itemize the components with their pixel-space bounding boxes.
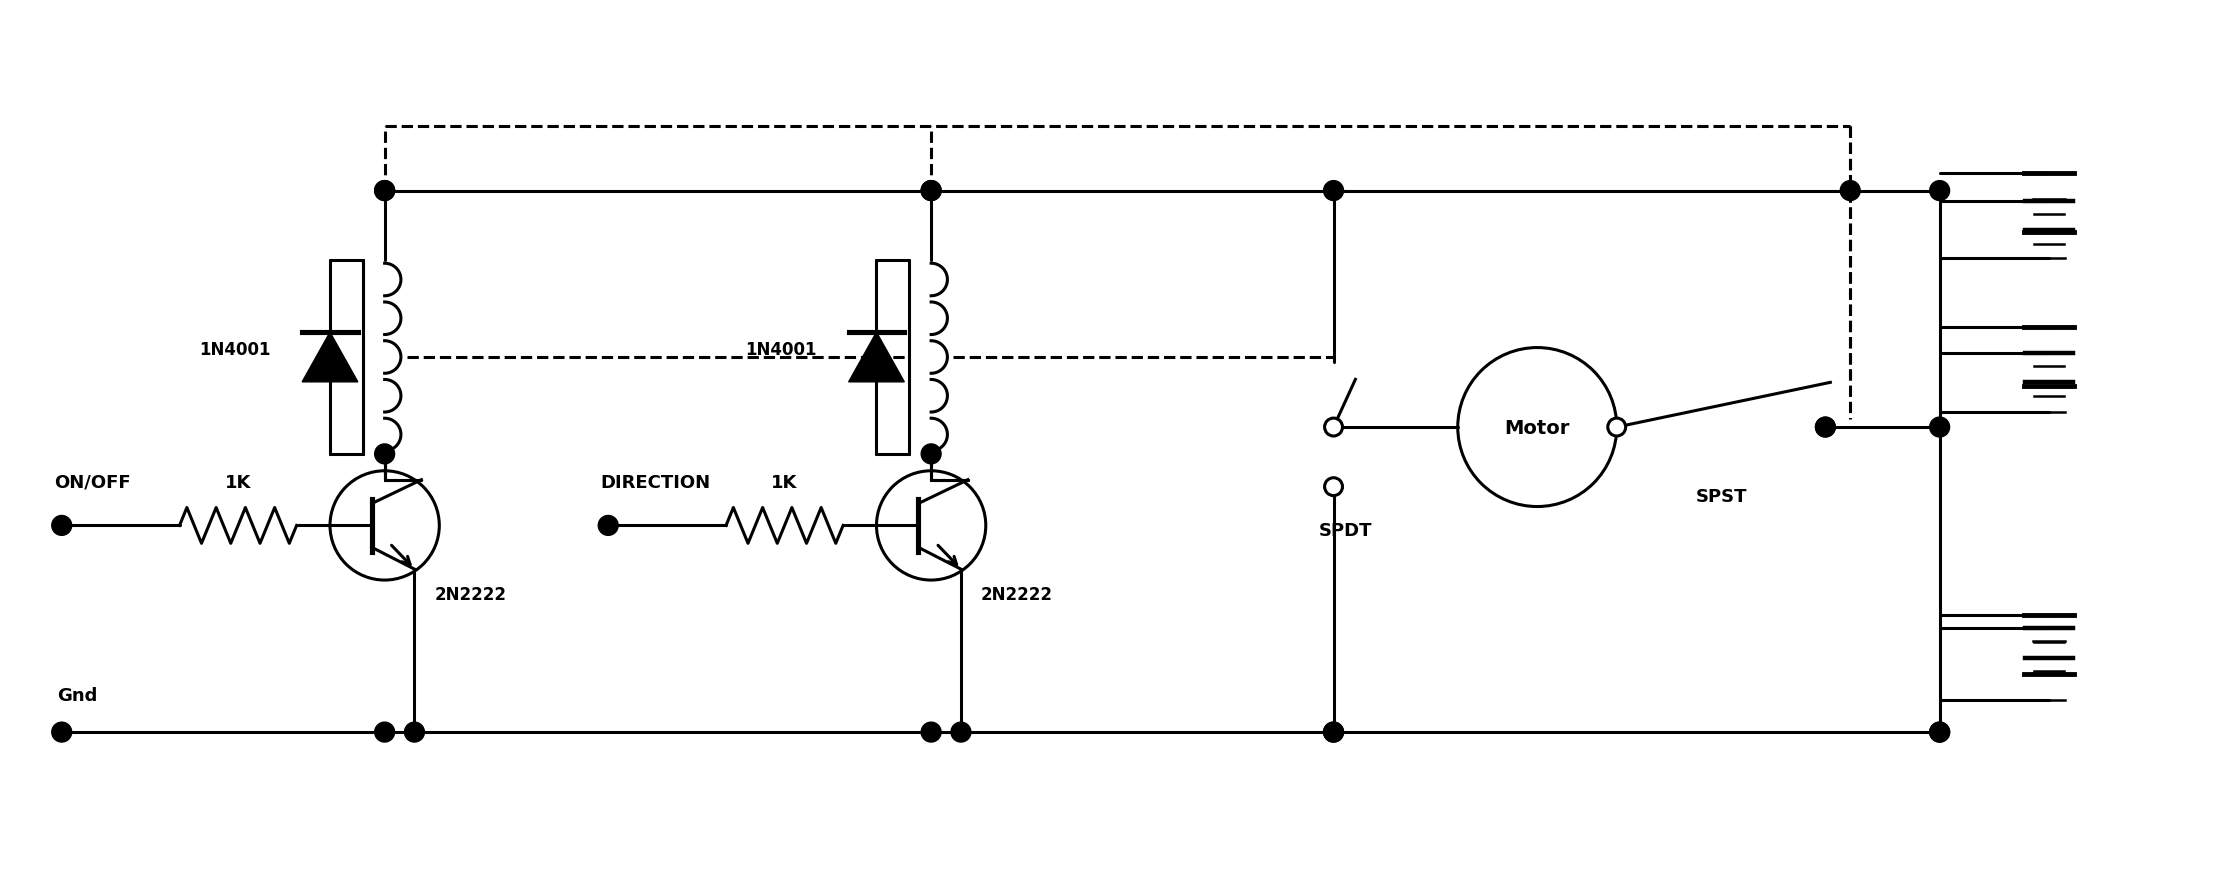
Text: 1K: 1K [226,473,250,491]
Circle shape [374,182,394,202]
Circle shape [921,182,941,202]
Circle shape [1325,722,1345,742]
Circle shape [1929,182,1949,202]
Circle shape [374,722,394,742]
Text: 2N2222: 2N2222 [434,586,507,603]
Circle shape [1325,722,1345,742]
Circle shape [51,722,71,742]
Circle shape [921,182,941,202]
Circle shape [374,182,394,202]
Text: 1N4001: 1N4001 [199,341,270,359]
Text: DIRECTION: DIRECTION [600,473,711,491]
Circle shape [950,722,970,742]
Circle shape [1608,419,1626,436]
Circle shape [1929,722,1949,742]
Text: ON/OFF: ON/OFF [53,473,131,491]
Circle shape [1841,182,1861,202]
Circle shape [921,444,941,464]
Circle shape [921,722,941,742]
Text: 1K: 1K [771,473,797,491]
Circle shape [1325,182,1345,202]
Text: SPDT: SPDT [1318,522,1371,540]
Circle shape [1325,419,1342,436]
Text: Gnd: Gnd [58,687,97,705]
Circle shape [1816,419,1834,436]
Text: SPST: SPST [1694,488,1748,505]
Polygon shape [301,333,359,382]
Circle shape [405,722,425,742]
Text: Motor: Motor [1504,418,1570,437]
Circle shape [1929,722,1949,742]
Circle shape [1929,418,1949,437]
Circle shape [598,516,618,535]
Circle shape [374,444,394,464]
Circle shape [1816,418,1836,437]
Polygon shape [848,333,904,382]
Circle shape [51,516,71,535]
Text: 2N2222: 2N2222 [981,586,1052,603]
Text: 1N4001: 1N4001 [746,341,817,359]
Circle shape [1325,478,1342,496]
